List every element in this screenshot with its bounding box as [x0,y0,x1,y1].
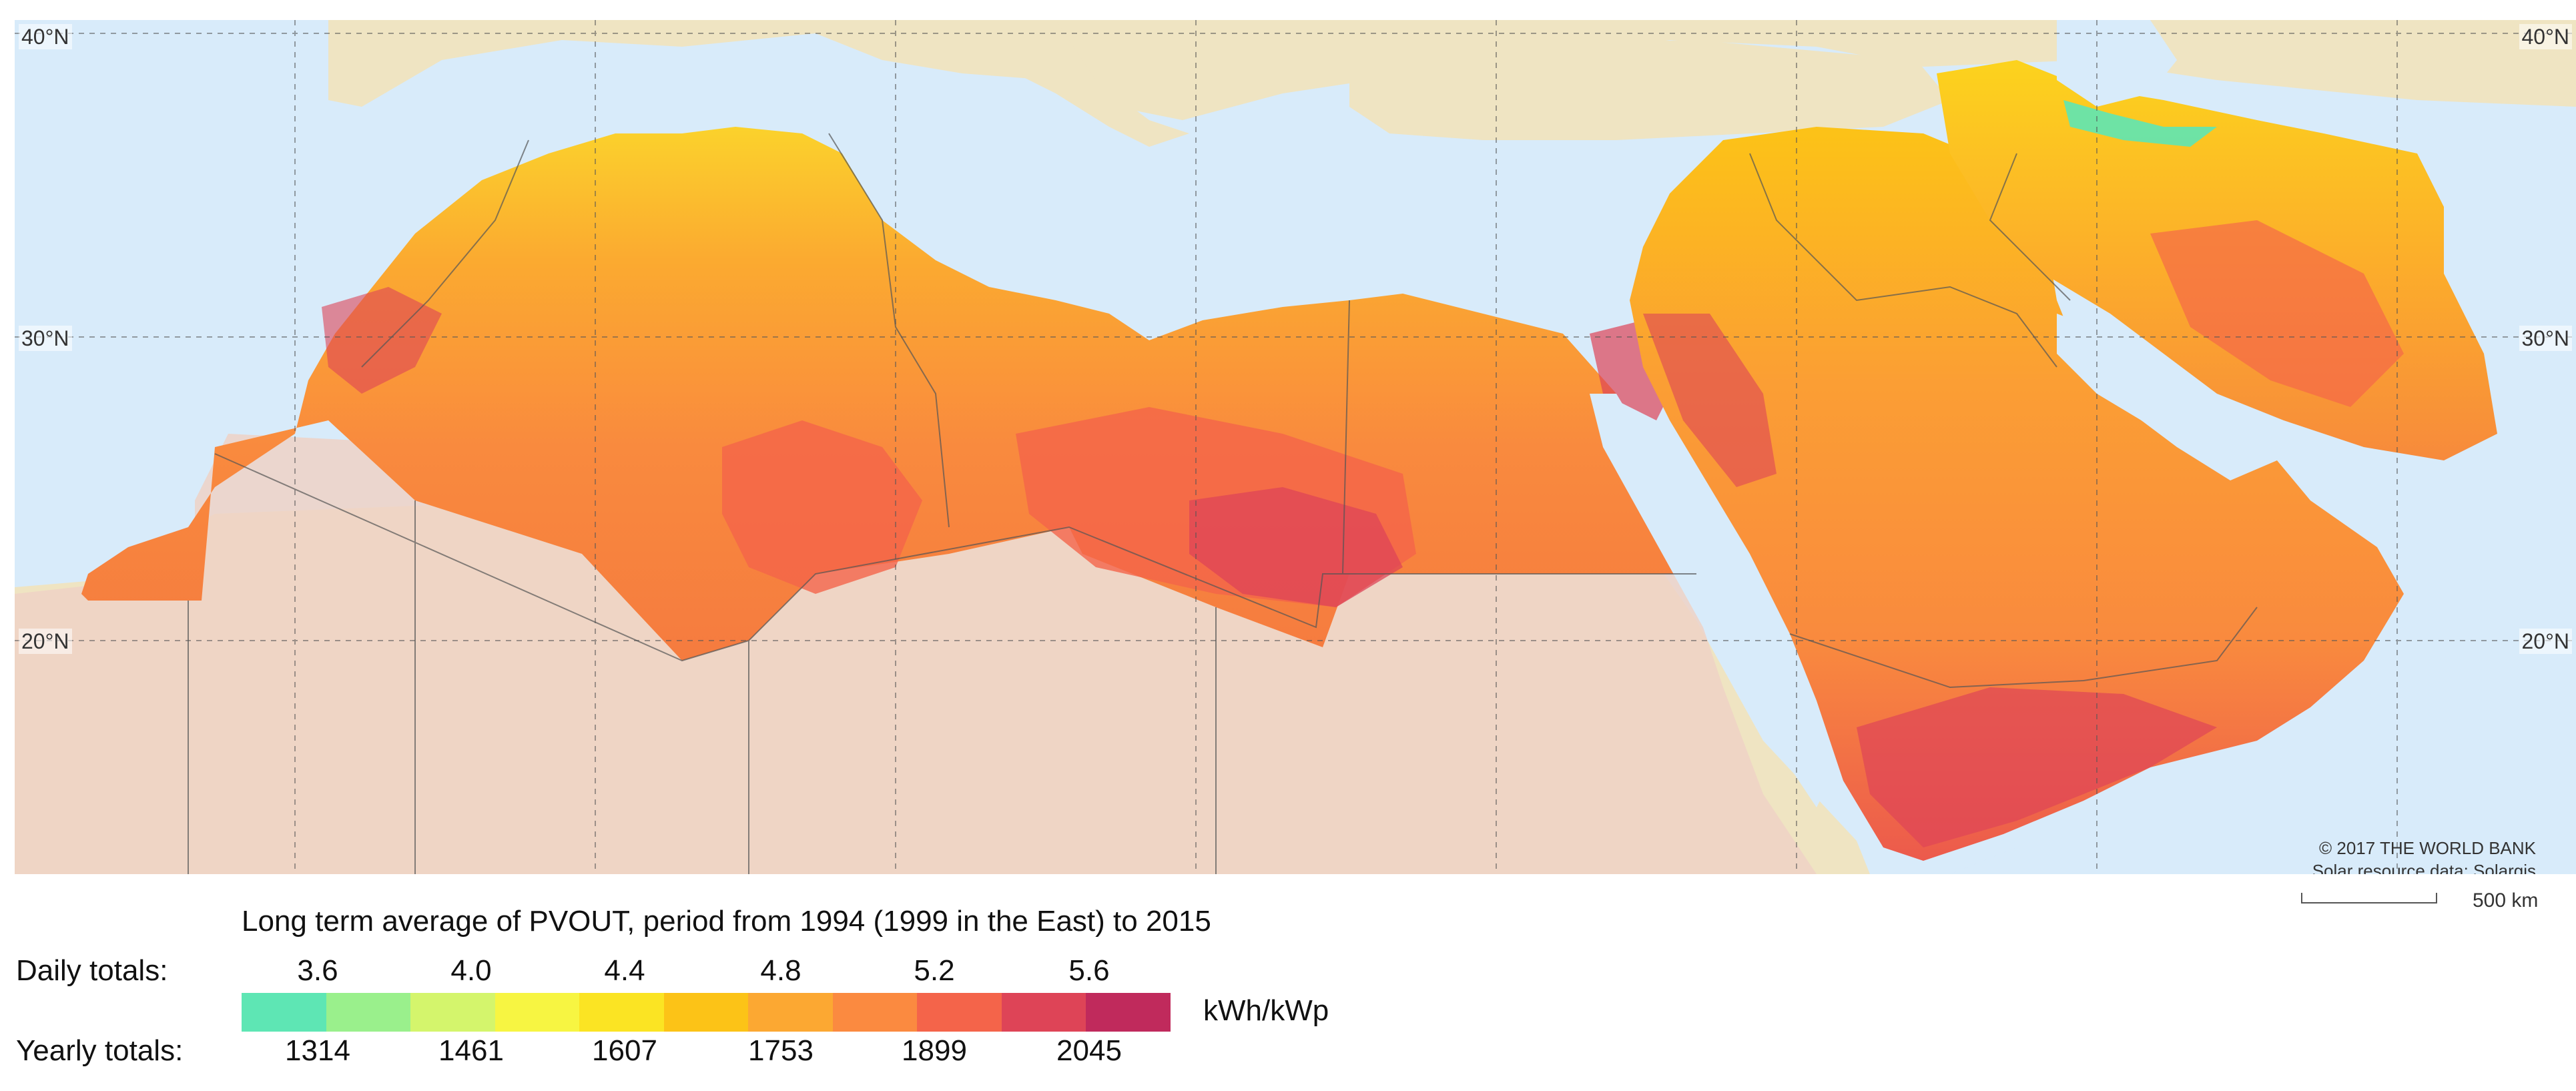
persian-gulf [2057,314,2270,460]
arabian-peninsula [1630,127,2404,861]
solar-map: 40°N 30°N 20°N 40°N 30°N 20°N © 2017 THE… [15,20,2576,874]
legend-title: Long term average of PVOUT, period from … [242,905,1211,938]
lat-label-30-right: 30°N [2519,326,2572,351]
legend-swatch [242,993,326,1032]
legend-color-bar [242,993,1171,1032]
data-source-text: Solar resource data: Solargis [2312,861,2536,874]
graticule [15,20,2576,874]
lat-label-40-right: 40°N [2519,24,2572,49]
legend-swatch [917,993,1002,1032]
daily-tick: 3.6 [297,954,338,987]
daily-tick: 4.8 [760,954,801,987]
lat-label-30-left: 30°N [19,326,72,351]
yearly-tick: 2045 [1056,1034,1122,1067]
hejaz-hotspot [1643,314,1777,487]
lat-label-40-left: 40°N [19,24,72,49]
daily-totals-label: Daily totals: [16,954,168,987]
lat-label-20-left: 20°N [19,629,72,654]
caspian-sea [2057,20,2177,107]
lat-label-20-right: 20°N [2519,629,2572,654]
legend-swatch [579,993,664,1032]
sahara-hotspot-3 [1189,487,1403,607]
country-borders [188,133,2258,874]
iran-hotspot [2150,220,2404,407]
scale-bar [2301,893,2437,903]
yearly-tick: 1899 [902,1034,967,1067]
legend-swatch [326,993,411,1032]
legend-swatch [495,993,580,1032]
map-canvas [15,20,2576,874]
daily-tick: 4.4 [604,954,645,987]
copyright-text: © 2017 THE WORLD BANK [2319,838,2536,858]
legend-swatch [748,993,833,1032]
turkey-land [1349,40,1950,140]
masked-sahel [15,434,1817,874]
italy-balkans [949,20,1189,147]
morocco-highland [322,287,442,394]
daily-tick: 5.2 [914,954,955,987]
legend-swatch [1001,993,1086,1032]
arabian-sea [1950,594,2576,874]
yearly-tick: 1607 [592,1034,657,1067]
yemen-hotspot [1857,687,2217,847]
yearly-totals-label: Yearly totals: [16,1034,184,1067]
caspian-green [2063,100,2217,147]
legend-swatch [410,993,495,1032]
yearly-tick: 1753 [748,1034,814,1067]
daily-tick: 4.0 [450,954,492,987]
sahara-hotspot-1 [722,420,922,594]
yearly-tick: 1461 [438,1034,504,1067]
europe-land [15,20,2576,120]
legend-swatch [832,993,918,1032]
legend-swatch [663,993,749,1032]
daily-tick: 5.6 [1068,954,1110,987]
legend-unit: kWh/kWp [1203,994,1329,1027]
scale-bar-label: 500 km [2473,889,2539,912]
legend-swatch [1086,993,1171,1032]
copyright-block: © 2017 THE WORLD BANK Solar resource dat… [2312,837,2536,874]
red-sea [1590,394,1830,807]
yearly-tick: 1314 [285,1034,350,1067]
